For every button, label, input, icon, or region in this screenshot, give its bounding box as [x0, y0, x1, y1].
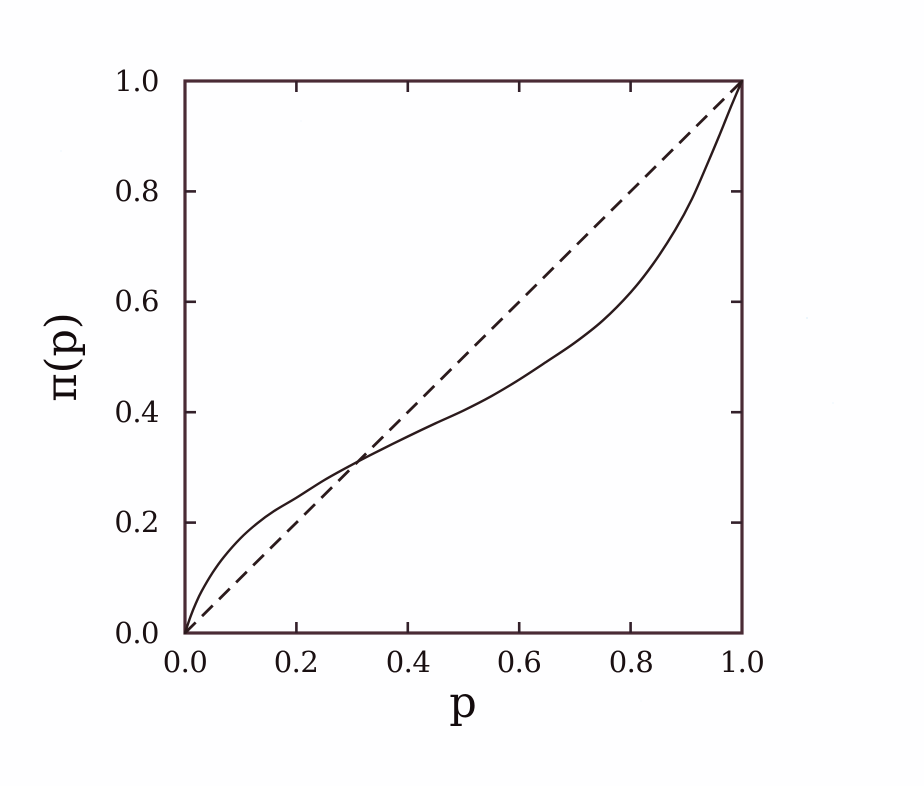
y-tick-label: 0.8: [114, 174, 159, 208]
y-tick-label: 1.0: [114, 64, 159, 98]
x-axis-ticks: [295, 81, 632, 633]
x-tick-label: 0.2: [273, 645, 319, 679]
scan-speckle: [60, 150, 62, 152]
y-tick-label: 0.4: [114, 395, 159, 429]
x-tick-label: 0.8: [608, 645, 654, 679]
y-tick-label: 0.6: [114, 284, 159, 318]
identity-reference-line: [184, 80, 743, 634]
x-tick-label: 0.0: [162, 645, 208, 679]
probability-weighting-curve: [183, 79, 744, 635]
x-tick-label: 1.0: [719, 645, 765, 679]
scan-speckle: [806, 317, 808, 319]
scan-speckle: [640, 700, 642, 702]
x-axis-title: p: [449, 678, 477, 728]
axes-frame: [183, 79, 744, 635]
x-tick-label: 0.4: [385, 645, 431, 679]
y-tick-label: 0.2: [114, 505, 159, 539]
x-tick-label: 0.6: [496, 645, 542, 679]
scan-speckle: [832, 402, 834, 404]
y-axis-ticks: [185, 190, 742, 524]
y-axis-title: π(p): [37, 312, 87, 402]
y-tick-label: 0.0: [114, 616, 159, 650]
scan-speckle: [300, 120, 302, 122]
